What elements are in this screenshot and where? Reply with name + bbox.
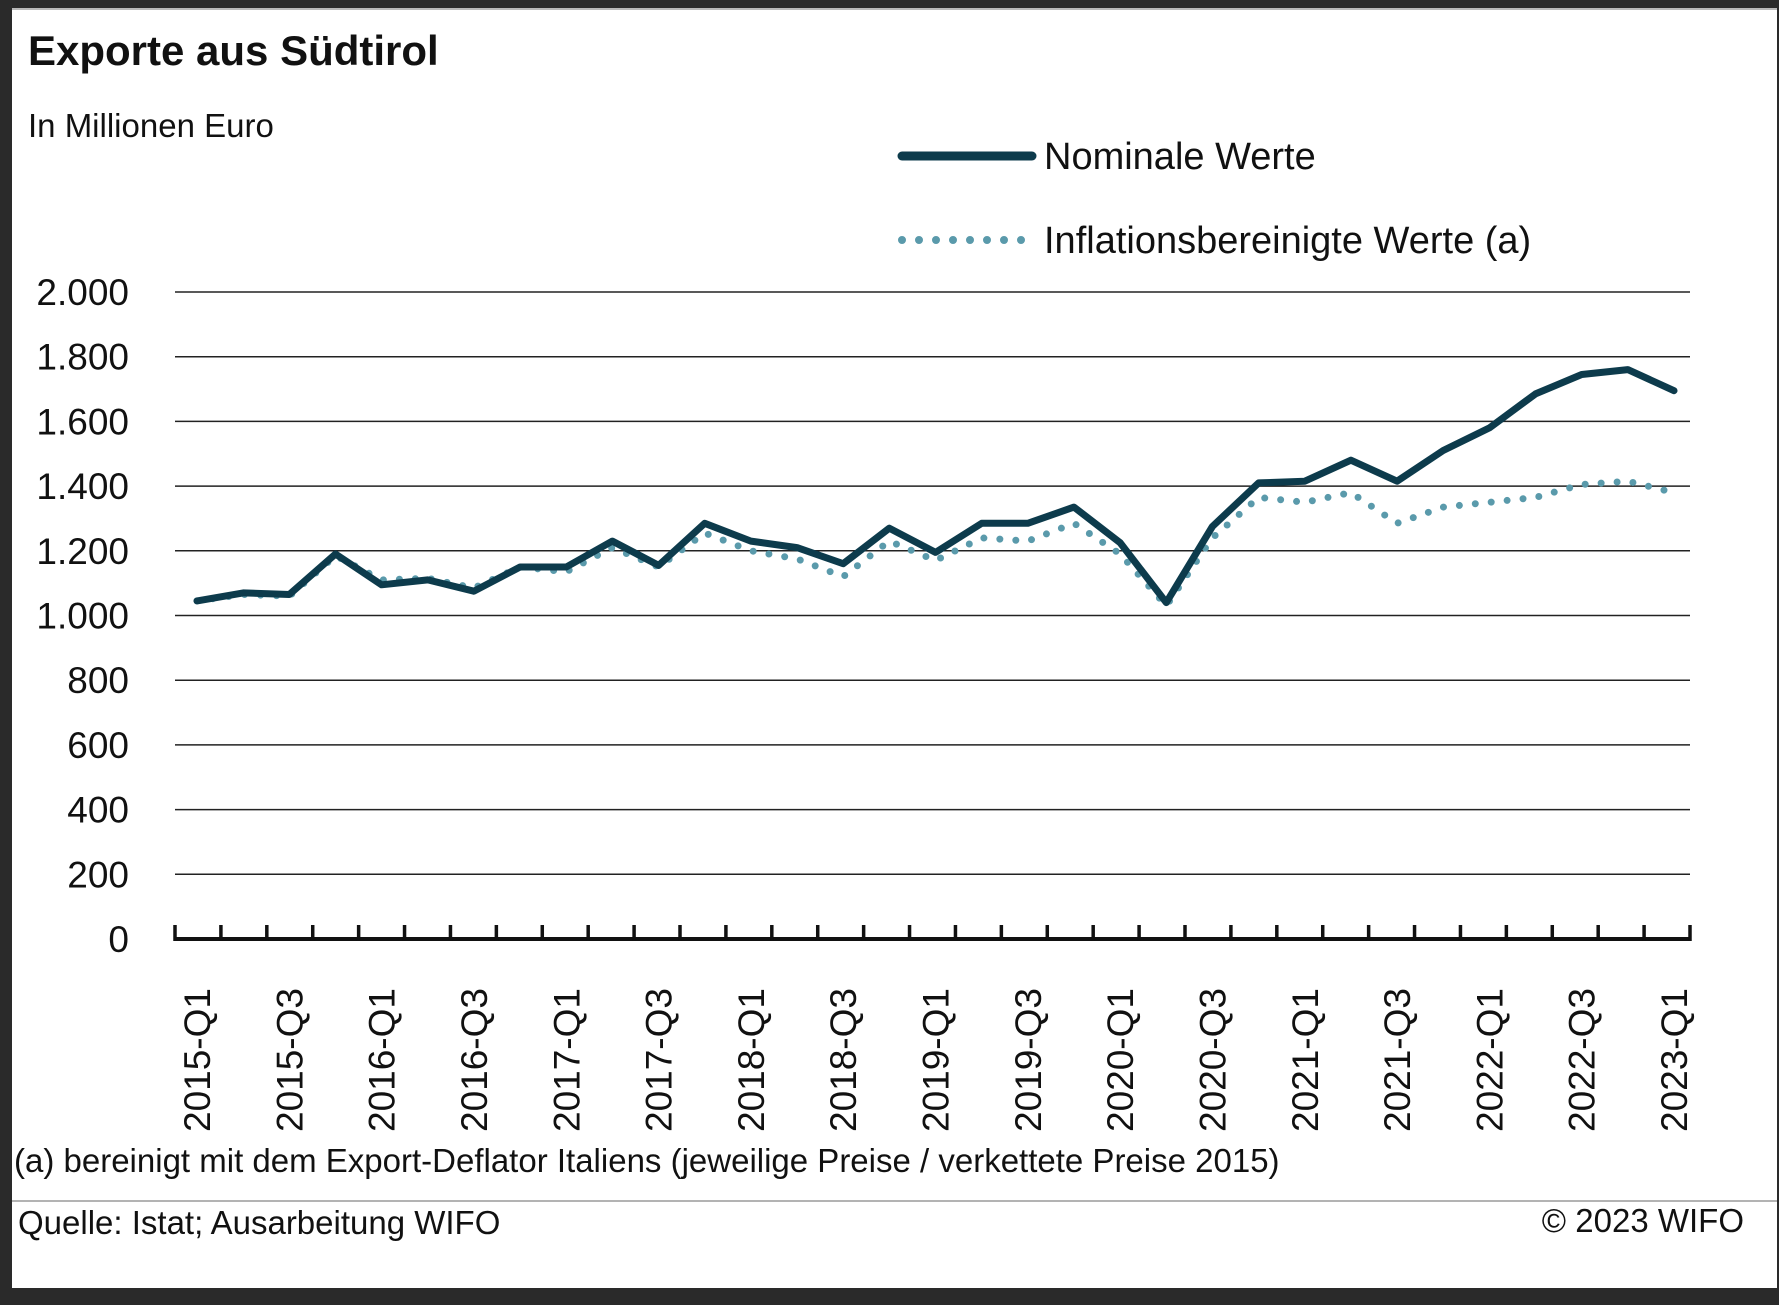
y-tick-label: 200	[67, 854, 129, 895]
x-tick-label: 2018-Q3	[823, 988, 864, 1132]
y-axis-ticks: 0 200 400 600 800 1.000 1.200 1.400 1.600 1.800 2.…	[36, 272, 129, 960]
grid-lines	[175, 291, 1690, 876]
series-lines	[193, 366, 1678, 610]
y-tick-label: 1.200	[36, 531, 129, 572]
x-tick-label: 2016-Q1	[362, 988, 403, 1132]
x-tick-label: 2022-Q3	[1562, 988, 1603, 1132]
chart-legend: Nominale Werte Inflationsbereinigte Wert…	[897, 136, 1531, 262]
x-tick-label: 2022-Q1	[1469, 988, 1510, 1132]
x-tick-label: 2021-Q3	[1377, 988, 1418, 1132]
chart-title: Exporte aus Südtirol	[28, 27, 439, 74]
series-nominal	[193, 366, 1678, 607]
series-line	[193, 366, 1678, 607]
x-tick-label: 2023-Q1	[1654, 988, 1695, 1132]
y-tick-label: 1.800	[36, 337, 129, 378]
x-tick-label: 2017-Q3	[639, 988, 680, 1132]
x-tick-label: 2015-Q3	[269, 988, 310, 1132]
y-tick-label: 1.000	[36, 596, 129, 637]
series-inflation-adjusted	[193, 477, 1678, 610]
y-tick-label: 600	[67, 725, 129, 766]
y-tick-label: 400	[67, 790, 129, 831]
x-tick-label: 2019-Q3	[1008, 988, 1049, 1132]
export-line-chart: Exporte aus Südtirol In Millionen Euro N…	[12, 27, 1777, 1241]
x-tick-label: 2021-Q1	[1285, 988, 1326, 1132]
x-tick-label: 2016-Q3	[454, 988, 495, 1132]
y-tick-label: 0	[108, 919, 129, 960]
x-tick-label: 2018-Q1	[731, 988, 772, 1132]
chart-frame: Exporte aus Südtirol In Millionen Euro N…	[12, 8, 1777, 1288]
series-line	[193, 477, 1678, 610]
x-tick-label: 2020-Q3	[1192, 988, 1233, 1132]
x-tick-label: 2015-Q1	[177, 988, 218, 1132]
chart-footnote: (a) bereinigt mit dem Export-Deflator It…	[14, 1142, 1280, 1179]
x-tick-label: 2017-Q1	[546, 988, 587, 1132]
y-tick-label: 1.600	[36, 401, 129, 442]
chart-subtitle: In Millionen Euro	[28, 107, 274, 144]
y-tick-label: 2.000	[36, 272, 129, 313]
x-tick-label: 2019-Q1	[916, 988, 957, 1132]
x-axis: 2015-Q1 2015-Q3 2016-Q1 2016-Q3 2017-Q1 2017-…	[173, 925, 1695, 1132]
x-tick-label: 2020-Q1	[1100, 988, 1141, 1132]
legend-label-nominal: Nominale Werte	[1044, 136, 1316, 178]
y-tick-label: 800	[67, 660, 129, 701]
copyright-note: © 2023 WIFO	[1542, 1202, 1744, 1239]
source-note: Quelle: Istat; Ausarbeitung WIFO	[18, 1204, 500, 1241]
legend-label-inflation-adjusted: Inflationsbereinigte Werte (a)	[1044, 220, 1531, 262]
y-tick-label: 1.400	[36, 466, 129, 507]
